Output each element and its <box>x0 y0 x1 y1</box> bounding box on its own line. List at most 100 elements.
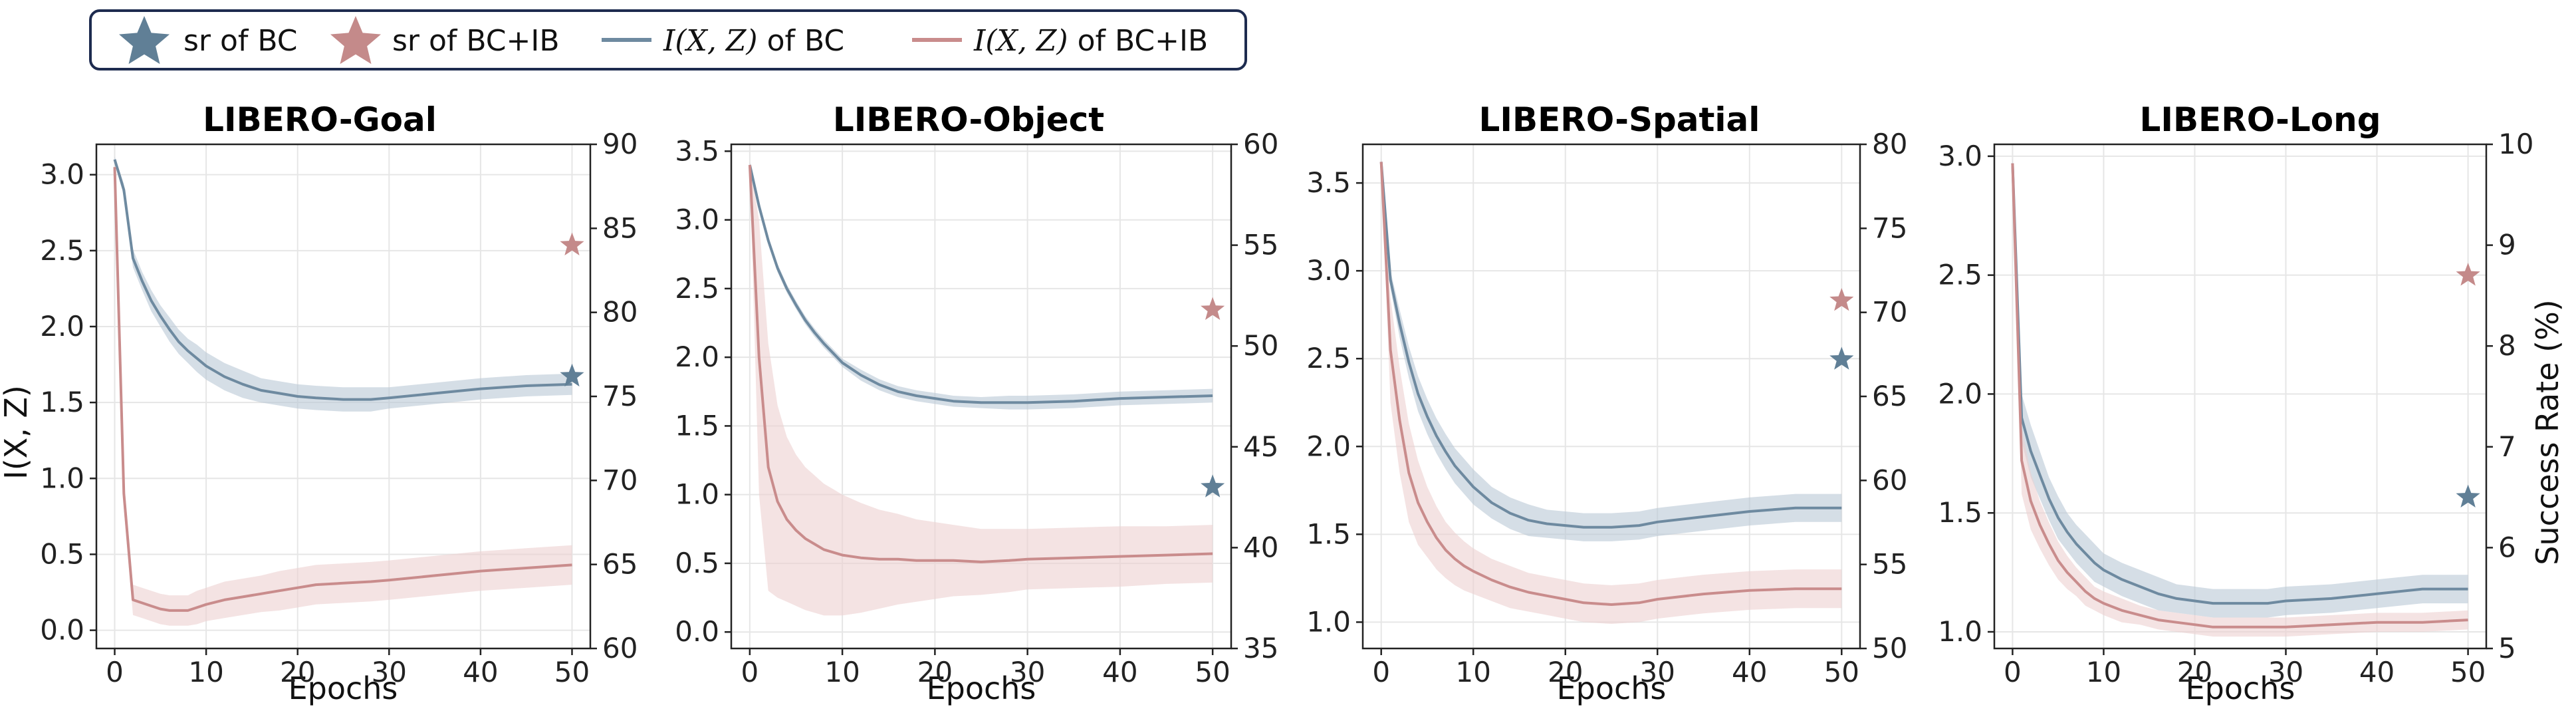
series-line-0 <box>1379 162 1842 529</box>
axes-frame <box>1993 143 2488 650</box>
y2-axis-label: Success Rate (%) <box>2529 299 2565 565</box>
sr-star-marker-1 <box>1201 297 1225 320</box>
y-tick-label: 3.0 <box>1938 140 1982 172</box>
y2-tick-label: 40 <box>1243 531 1278 563</box>
sr-star-marker-0 <box>1829 347 1854 370</box>
series-band-1 <box>114 164 572 626</box>
chart-title: LIBERO-Object <box>833 100 1104 139</box>
x-axis-label: Epochs <box>2186 670 2295 706</box>
y-tick-label: 2.0 <box>1938 377 1982 410</box>
series-line-0 <box>113 159 572 401</box>
y-tick-label: 1.0 <box>1938 615 1982 648</box>
x-tick-label: 10 <box>824 656 860 688</box>
legend-entry-sr-bc: sr of BC <box>119 16 298 65</box>
x-tick-label: 30 <box>1640 656 1675 688</box>
y-axis-label: I(X, Z) <box>0 385 34 480</box>
x-tick-label: 10 <box>2086 656 2121 688</box>
y2-tick-label: 85 <box>602 212 638 244</box>
plot-area: 0 10 20 30 40 50 0.0 0.5 1.0 1.5 2.0 2.5 3.0 3.5 35 40 4… <box>675 128 1278 688</box>
legend-entry-mi-bc-ib: I(X, Z) of BC+IB <box>912 24 1208 58</box>
y-tick-label: 1.0 <box>675 478 719 511</box>
x-tick-label: 40 <box>463 656 498 688</box>
y2-tick-label: 5 <box>2498 632 2516 664</box>
y2-tick-label: 80 <box>602 296 638 329</box>
y2-tick-label: 70 <box>1872 296 1907 329</box>
y-tick-label: 1.0 <box>40 462 84 494</box>
series-line-1 <box>748 164 1213 563</box>
y2-tick-label: 60 <box>1872 464 1907 496</box>
sr-star-marker-0 <box>2456 484 2480 507</box>
series-band-0 <box>749 162 1213 410</box>
series-line-0 <box>748 164 1213 404</box>
star-icon <box>119 16 170 65</box>
sr-star-marker-1 <box>1829 288 1854 311</box>
x-axis-label: Epochs <box>289 670 398 706</box>
y2-tick-label: 70 <box>602 464 638 496</box>
series-band-0 <box>1381 158 1842 541</box>
plot-area: 0 10 20 30 40 50 1.0 1.5 2.0 2.5 3.0 5 6 7 8 9 10 <box>1938 128 2533 688</box>
x-tick-label: 50 <box>2450 656 2486 688</box>
y-tick-label: 2.5 <box>675 272 719 305</box>
y2-tick-label: 75 <box>1872 212 1907 244</box>
x-tick-label: 20 <box>2177 656 2212 688</box>
y-tick-label: 0.5 <box>40 537 84 570</box>
y-tick-label: 1.5 <box>40 386 84 418</box>
y-tick-label: 1.5 <box>1938 496 1982 529</box>
sr-star-marker-1 <box>2456 263 2480 286</box>
plot-area: 0 10 20 30 40 50 0.0 0.5 1.0 1.5 2.0 2.5 3.0 60 65 70 75… <box>40 128 638 688</box>
star-icon <box>330 16 381 65</box>
x-tick-label: 0 <box>1372 656 1390 688</box>
x-tick-label: 40 <box>1732 656 1767 688</box>
panel-libero-long: LIBERO-Long Epochs Success Rate (%) 0 10 2… <box>1938 100 2565 706</box>
legend-label: I(X, Z) of BC+IB <box>973 24 1208 58</box>
y-tick-label: 2.0 <box>40 310 84 343</box>
y2-tick-label: 55 <box>1243 229 1278 261</box>
x-axis-label: Epochs <box>927 670 1036 706</box>
series-band-1 <box>1381 158 1842 625</box>
x-tick-label: 10 <box>1455 656 1490 688</box>
y2-tick-label: 60 <box>602 632 638 664</box>
y-tick-label: 3.0 <box>40 158 84 191</box>
legend-frame <box>89 9 1247 71</box>
x-axis-label: Epochs <box>1557 670 1667 706</box>
y2-tick-label: 65 <box>1872 380 1907 412</box>
series-line-1 <box>113 167 572 612</box>
y2-tick-label: 60 <box>1243 128 1278 160</box>
y2-tick-label: 8 <box>2498 329 2516 362</box>
series-band-1 <box>749 162 1213 616</box>
x-tick-label: 50 <box>554 656 590 688</box>
y2-tick-label: 7 <box>2498 430 2516 463</box>
x-tick-label: 20 <box>1548 656 1583 688</box>
y-tick-label: 1.5 <box>1306 517 1351 550</box>
y2-tick-label: 10 <box>2498 128 2533 160</box>
panel-libero-spatial: LIBERO-Spatial Epochs 0 10 20 30 40 50 1.0 1.5 2… <box>1306 100 1907 706</box>
x-tick-label: 40 <box>2359 656 2395 688</box>
sr-star-marker-0 <box>1201 474 1225 497</box>
series-line-0 <box>2011 163 2468 605</box>
y2-tick-label: 6 <box>2498 531 2516 563</box>
y-tick-label: 3.0 <box>675 204 719 236</box>
legend-suffix: of BC <box>758 24 845 58</box>
chart-title: LIBERO-Spatial <box>1479 100 1760 139</box>
sr-star-marker-1 <box>560 232 584 255</box>
panel-libero-goal: LIBERO-Goal I(X, Z) Epochs 0 10 20 30 40 50 0.… <box>0 100 638 706</box>
axes-frame <box>730 143 1232 650</box>
y-tick-label: 2.5 <box>40 234 84 267</box>
y2-tick-label: 50 <box>1872 632 1907 664</box>
y-tick-label: 2.5 <box>1938 259 1982 291</box>
series-band-0 <box>114 156 572 412</box>
x-tick-label: 30 <box>372 656 407 688</box>
y-tick-label: 3.5 <box>675 134 719 167</box>
legend-math: I(X, Z) <box>973 24 1068 58</box>
y-tick-label: 0.5 <box>675 547 719 579</box>
x-tick-label: 40 <box>1102 656 1137 688</box>
y-tick-label: 0.0 <box>40 614 84 646</box>
panel-libero-object: LIBERO-Object Epochs 0 10 20 30 40 50 0.0 0.5 1.… <box>675 100 1278 706</box>
y2-tick-label: 80 <box>1872 128 1907 160</box>
x-tick-label: 20 <box>917 656 953 688</box>
y2-tick-label: 9 <box>2498 229 2516 261</box>
x-tick-label: 50 <box>1824 656 1859 688</box>
legend: sr of BC sr of BC+IB I(X, Z) of BC I(X, … <box>89 9 1247 71</box>
y2-tick-label: 45 <box>1243 430 1278 463</box>
y2-tick-label: 50 <box>1243 329 1278 362</box>
